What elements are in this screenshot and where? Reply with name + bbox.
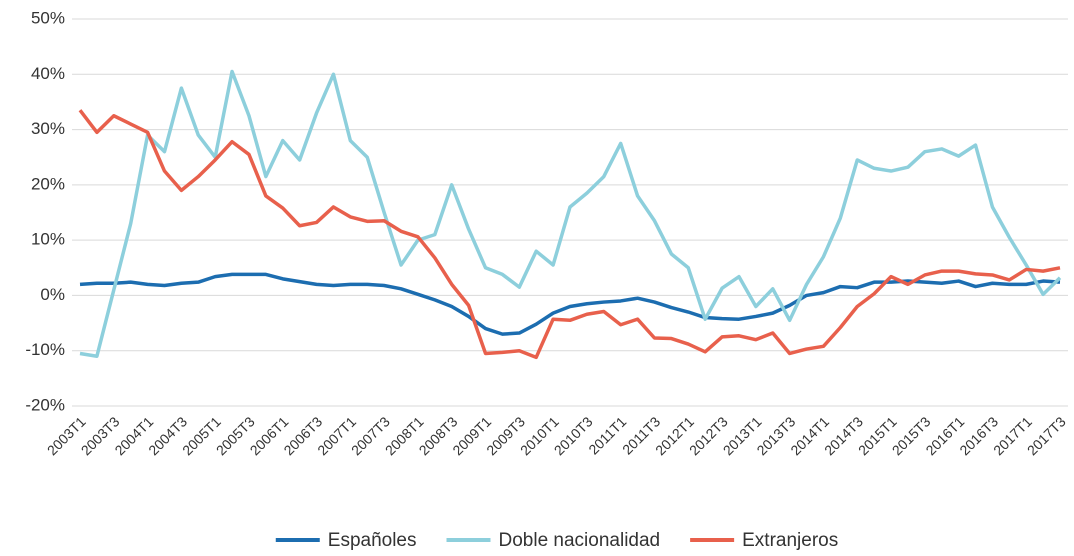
y-tick-label: 20% [31, 174, 65, 193]
series-line [79, 272, 1061, 336]
y-tick-label: 50% [31, 8, 65, 27]
legend-label: Doble nacionalidad [499, 530, 661, 551]
y-tick-label: -20% [25, 395, 65, 414]
x-tick-label: 2017T3 [1024, 413, 1069, 458]
x-tick-label: 2010T3 [551, 413, 596, 458]
legend-label: Españoles [328, 530, 417, 551]
legend-label: Extranjeros [742, 530, 838, 551]
legend: Españoles Doble nacionalidad Extranjeros [275, 530, 838, 551]
y-tick-label: 0% [40, 285, 65, 304]
y-tick-label: 30% [31, 119, 65, 138]
series-line [79, 69, 1062, 358]
y-tick-label: 10% [31, 230, 65, 249]
y-tick-label: 40% [31, 64, 65, 83]
y-tick-label: -10% [25, 340, 65, 359]
series-line [78, 109, 1061, 360]
